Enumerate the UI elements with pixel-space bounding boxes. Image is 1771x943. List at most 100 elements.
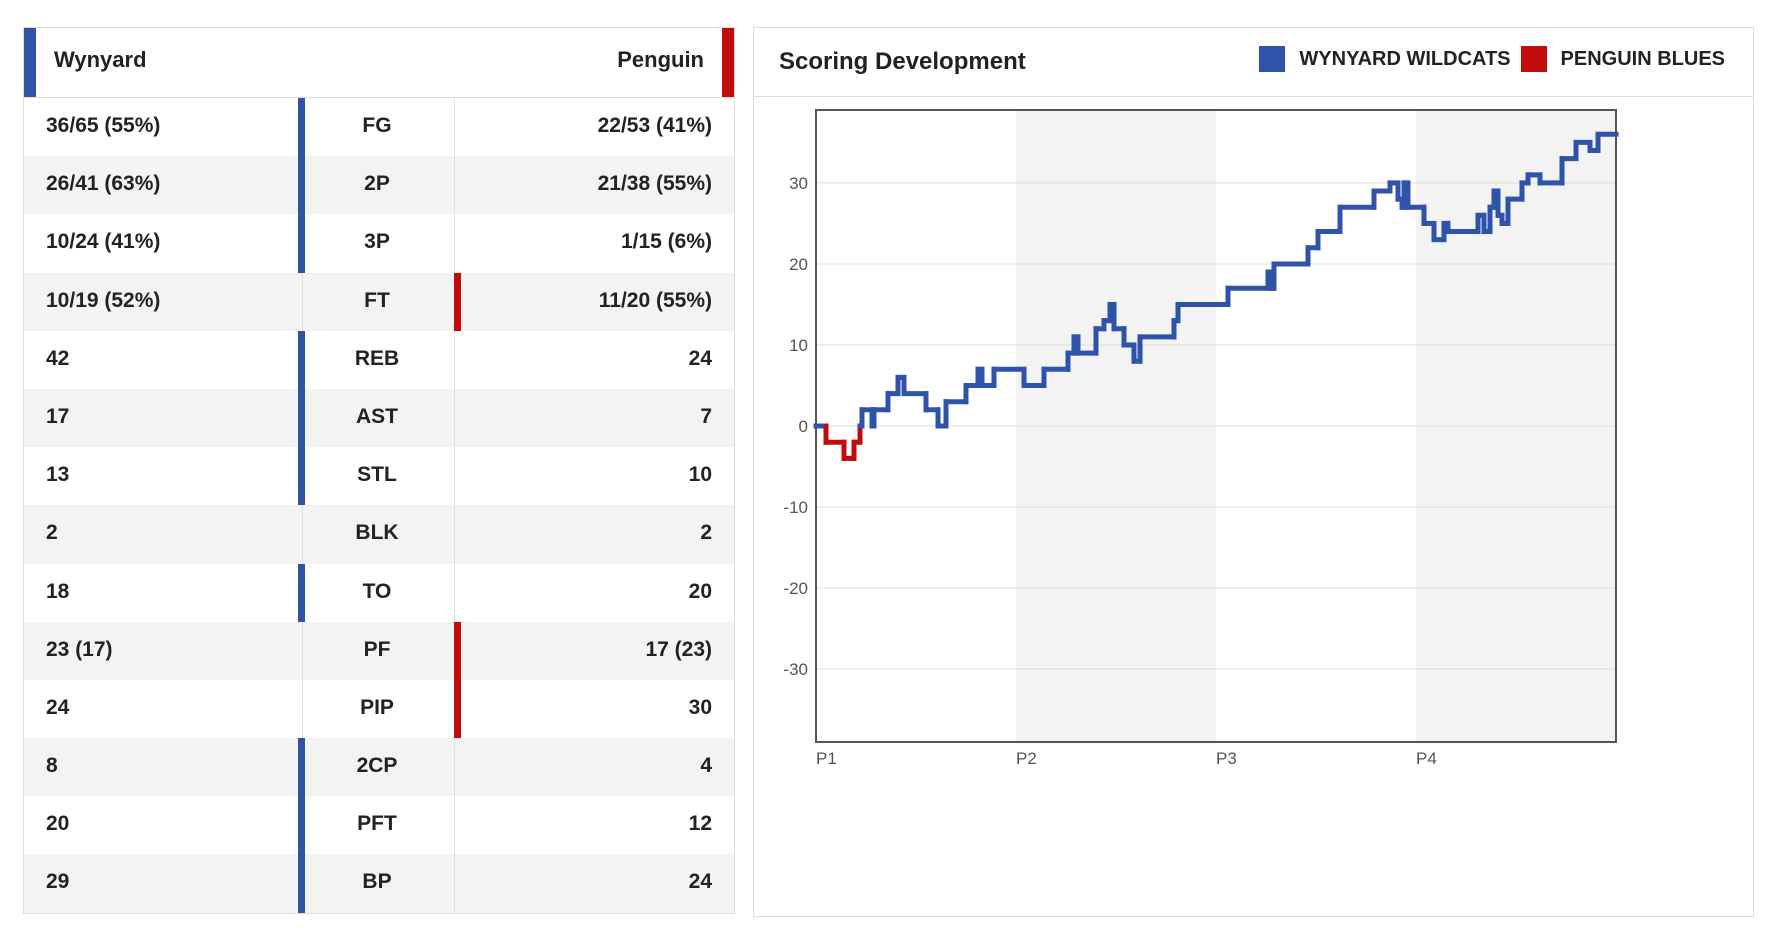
scoring-chart: -30 -20 -10 0 10 20 30 P1 P2 P3 P4 xyxy=(783,109,1619,768)
stat-value-right: 21/38 (55%) xyxy=(597,172,712,196)
chart-title: Scoring Development xyxy=(779,48,1026,75)
stat-value-right: 11/20 (55%) xyxy=(598,288,712,312)
stat-value-left: 29 xyxy=(46,870,70,894)
stats-row-ft: 10/19 (52%) FT 11/20 (55%) xyxy=(24,272,734,331)
stats-row-reb: 42 REB 24 xyxy=(24,330,734,389)
leader-indicator-right xyxy=(454,621,461,680)
stat-value-right: 10 xyxy=(688,463,712,487)
stat-value-right: 20 xyxy=(688,579,712,603)
stats-row-ast: 17 AST 7 xyxy=(24,388,734,448)
stat-value-left: 10/19 (52%) xyxy=(46,288,161,312)
stat-label: REB xyxy=(354,346,400,370)
stat-label: BLK xyxy=(355,521,399,545)
team-right-color-bar xyxy=(722,28,734,97)
y-tick-label: -10 xyxy=(783,498,808,517)
row-divider-right xyxy=(454,796,455,855)
row-divider-left xyxy=(302,272,303,331)
stat-value-right: 22/53 (41%) xyxy=(597,114,712,137)
x-tick-label: P3 xyxy=(1216,749,1237,768)
stat-value-right: 30 xyxy=(688,695,712,719)
stats-row-2p: 26/41 (63%) 2P 21/38 (55%) xyxy=(24,156,734,215)
stats-row-fg: 36/65 (55%) FG 22/53 (41%) xyxy=(24,98,734,157)
row-divider-left xyxy=(302,679,303,739)
leader-indicator-left xyxy=(298,156,305,215)
row-divider-left xyxy=(302,505,303,564)
stats-row-2cp: 8 2CP 4 xyxy=(24,738,734,797)
leader-indicator-left xyxy=(298,738,305,797)
stat-value-left: 10/24 (41%) xyxy=(46,230,161,254)
stat-value-left: 8 xyxy=(46,754,58,778)
stat-label: 2P xyxy=(364,172,390,196)
team-stats-table: Wynyard Penguin 36/65 (55%) FG 22/53 (41%)… xyxy=(23,27,735,914)
stat-label: BP xyxy=(362,870,392,894)
stat-value-left: 23 (17) xyxy=(46,637,113,661)
leader-indicator-left xyxy=(298,447,305,506)
stat-label: FG xyxy=(362,114,392,137)
row-divider-right xyxy=(454,388,455,448)
leader-indicator-left xyxy=(298,796,305,855)
stat-label: PFT xyxy=(357,812,397,836)
leader-indicator-left xyxy=(298,854,305,913)
legend-label-penguin: PENGUIN BLUES xyxy=(1560,47,1725,70)
stat-value-right: 24 xyxy=(688,870,712,894)
stat-value-left: 20 xyxy=(46,812,70,836)
stat-value-left: 36/65 (55%) xyxy=(46,114,161,137)
leader-indicator-left xyxy=(298,388,305,448)
y-tick-label: 0 xyxy=(799,417,808,436)
stat-value-left: 42 xyxy=(46,346,70,370)
stats-row-3p: 10/24 (41%) 3P 1/15 (6%) xyxy=(24,214,734,273)
stats-row-bp: 29 BP 24 xyxy=(24,854,734,913)
x-tick-label: P4 xyxy=(1416,749,1437,768)
stat-label: PIP xyxy=(360,695,394,719)
stat-value-right: 17 (23) xyxy=(645,637,712,661)
stat-label: PF xyxy=(363,637,391,661)
leader-indicator-right xyxy=(454,679,461,739)
leader-indicator-left xyxy=(298,330,305,389)
stat-label: 3P xyxy=(364,230,390,254)
stat-label: AST xyxy=(356,404,398,428)
y-tick-label: 20 xyxy=(789,255,808,274)
stat-label: FT xyxy=(364,288,390,312)
stats-row-pf: 23 (17) PF 17 (23) xyxy=(24,621,734,680)
leader-indicator-right xyxy=(454,272,461,331)
row-divider-right xyxy=(454,214,455,273)
row-divider-right xyxy=(454,505,455,564)
stat-value-left: 26/41 (63%) xyxy=(46,172,161,196)
stats-rows: 36/65 (55%) FG 22/53 (41%) 26/41 (63%) 2P 21/… xyxy=(24,98,734,913)
stats-row-pft: 20 PFT 12 xyxy=(24,796,734,855)
stat-value-left: 2 xyxy=(46,521,58,545)
x-tick-label: P2 xyxy=(1016,749,1037,768)
row-divider-right xyxy=(454,330,455,389)
stat-value-right: 12 xyxy=(688,812,712,836)
stats-row-stl: 13 STL 10 xyxy=(24,447,734,506)
row-divider-right xyxy=(454,854,455,913)
stat-value-left: 18 xyxy=(46,579,70,603)
legend-item-penguin[interactable]: PENGUIN BLUES xyxy=(1520,46,1725,72)
stat-value-right: 2 xyxy=(700,521,712,545)
stat-label: TO xyxy=(362,579,392,603)
leader-indicator-left xyxy=(298,98,305,157)
row-divider-right xyxy=(454,98,455,157)
stat-value-left: 17 xyxy=(46,404,70,428)
stat-value-right: 7 xyxy=(700,404,712,428)
chart-header: Scoring Development WYNYARD WILDCATS PEN… xyxy=(754,28,1753,97)
leader-indicator-left xyxy=(298,563,305,622)
stats-header: Wynyard Penguin xyxy=(24,28,734,98)
leader-indicator-left xyxy=(298,214,305,273)
legend-swatch-wynyard xyxy=(1259,46,1286,72)
chart-legend: WYNYARD WILDCATS PENGUIN BLUES xyxy=(1249,46,1725,72)
team-left-name: Wynyard xyxy=(54,47,147,72)
stat-value-left: 13 xyxy=(46,463,70,487)
y-tick-label: -30 xyxy=(783,660,808,679)
legend-swatch-penguin xyxy=(1520,46,1547,72)
stat-value-left: 24 xyxy=(46,695,70,719)
y-tick-label: 10 xyxy=(789,336,808,355)
stat-label: STL xyxy=(357,463,397,487)
stats-row-blk: 2 BLK 2 xyxy=(24,505,734,564)
stat-label: 2CP xyxy=(356,754,398,778)
stat-value-right: 1/15 (6%) xyxy=(620,230,712,254)
team-right-name: Penguin xyxy=(617,47,704,72)
legend-item-wynyard[interactable]: WYNYARD WILDCATS xyxy=(1259,46,1511,72)
row-divider-right xyxy=(454,447,455,506)
team-left-color-bar xyxy=(24,28,36,97)
